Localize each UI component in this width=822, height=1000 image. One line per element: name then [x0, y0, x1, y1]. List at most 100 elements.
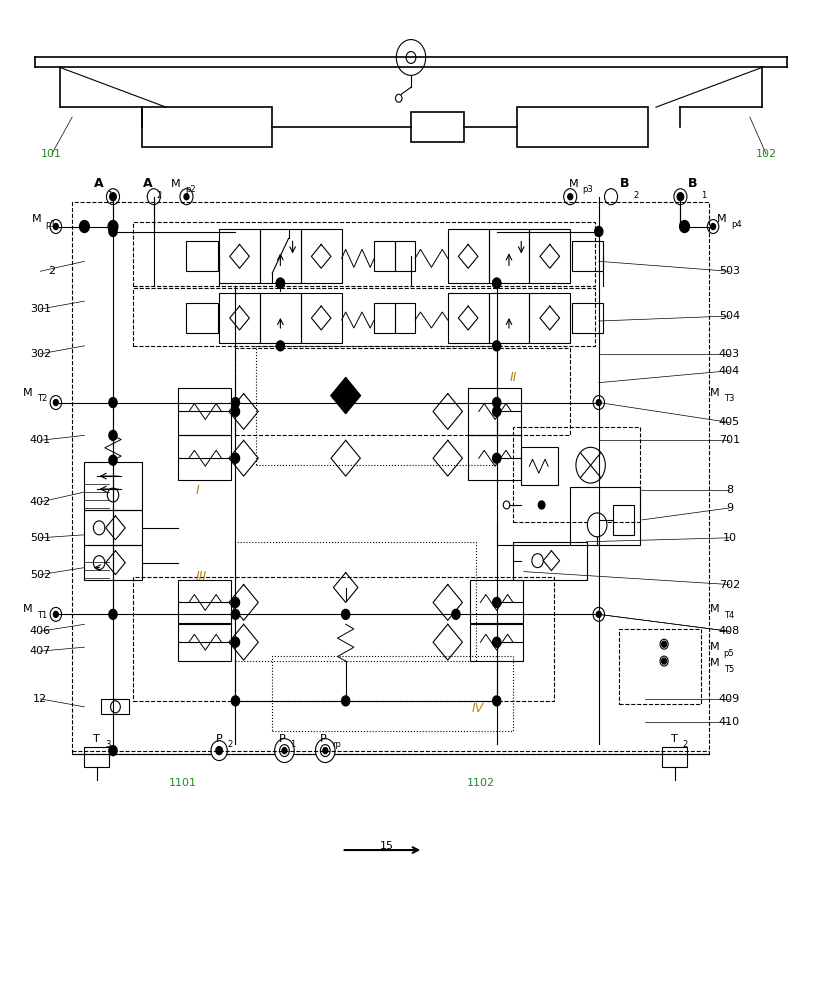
Text: 402: 402 — [30, 497, 51, 507]
Bar — [256, 346, 496, 465]
Bar — [613, 505, 634, 535]
Circle shape — [604, 189, 617, 205]
Circle shape — [316, 739, 335, 763]
Text: M: M — [710, 604, 719, 614]
Circle shape — [231, 597, 239, 607]
Text: 501: 501 — [30, 533, 51, 543]
Circle shape — [53, 224, 58, 230]
Bar — [572, 303, 603, 333]
Bar — [178, 435, 231, 480]
Circle shape — [53, 400, 58, 406]
Bar — [187, 241, 218, 271]
Text: 407: 407 — [30, 646, 51, 656]
Circle shape — [396, 40, 426, 75]
Text: 1: 1 — [290, 740, 295, 749]
Text: p3: p3 — [583, 185, 593, 194]
Text: p4: p4 — [731, 220, 741, 229]
Bar — [301, 229, 342, 283]
Text: 2: 2 — [48, 266, 55, 276]
Circle shape — [323, 748, 328, 754]
Circle shape — [593, 607, 604, 621]
Bar — [260, 229, 301, 283]
Text: 701: 701 — [719, 435, 740, 445]
Circle shape — [492, 453, 501, 463]
Circle shape — [107, 189, 119, 205]
Circle shape — [406, 52, 416, 63]
Bar — [72, 202, 709, 754]
Circle shape — [276, 341, 284, 351]
Circle shape — [660, 639, 668, 649]
Text: M: M — [710, 642, 719, 652]
Circle shape — [576, 447, 605, 483]
Circle shape — [279, 745, 289, 757]
Text: 1102: 1102 — [466, 778, 495, 788]
Text: 403: 403 — [719, 349, 740, 359]
Circle shape — [109, 398, 117, 408]
Circle shape — [532, 554, 543, 568]
Circle shape — [452, 609, 460, 619]
Bar — [470, 580, 523, 624]
Circle shape — [596, 611, 601, 617]
Circle shape — [492, 341, 501, 351]
Circle shape — [275, 739, 294, 763]
Bar — [85, 510, 141, 545]
Circle shape — [50, 607, 62, 621]
Bar — [395, 241, 415, 271]
Text: rp: rp — [332, 740, 340, 749]
Circle shape — [711, 224, 715, 230]
Circle shape — [321, 745, 330, 757]
Bar — [395, 303, 415, 333]
Circle shape — [342, 609, 350, 619]
Bar — [619, 629, 701, 704]
Circle shape — [109, 455, 117, 465]
Text: I: I — [195, 484, 199, 497]
Circle shape — [282, 748, 287, 754]
Text: p5: p5 — [723, 649, 734, 658]
Text: B: B — [620, 177, 630, 190]
Bar — [488, 293, 529, 343]
Circle shape — [596, 400, 601, 406]
Bar — [133, 577, 554, 701]
Circle shape — [492, 696, 501, 706]
Text: A: A — [95, 177, 104, 190]
Circle shape — [211, 741, 228, 761]
Circle shape — [50, 396, 62, 410]
Circle shape — [538, 501, 545, 509]
Circle shape — [231, 398, 239, 408]
Text: 8: 8 — [726, 485, 733, 495]
Circle shape — [342, 696, 350, 706]
Text: 2: 2 — [228, 740, 233, 749]
Text: 9: 9 — [726, 503, 733, 513]
Circle shape — [677, 193, 684, 201]
Text: M: M — [31, 214, 41, 224]
Bar — [85, 747, 109, 767]
Text: 504: 504 — [719, 311, 740, 321]
Bar — [517, 107, 648, 147]
Circle shape — [231, 637, 239, 647]
Circle shape — [231, 453, 239, 463]
Circle shape — [594, 227, 603, 236]
Circle shape — [231, 609, 239, 619]
Text: 12: 12 — [33, 694, 48, 704]
Bar — [469, 435, 521, 480]
Text: P: P — [279, 734, 285, 744]
Circle shape — [674, 189, 687, 205]
Text: 1: 1 — [107, 191, 113, 200]
Text: 10: 10 — [723, 533, 737, 543]
Circle shape — [568, 194, 573, 200]
Text: T: T — [93, 734, 100, 744]
Text: IV: IV — [472, 702, 484, 715]
Circle shape — [80, 221, 90, 232]
Text: P: P — [215, 734, 223, 744]
Text: T2: T2 — [37, 394, 48, 403]
Bar — [85, 462, 141, 510]
Bar — [374, 303, 395, 333]
Circle shape — [147, 189, 160, 205]
Circle shape — [492, 278, 501, 288]
Text: 302: 302 — [30, 349, 51, 359]
Circle shape — [216, 747, 223, 755]
Circle shape — [564, 189, 577, 205]
Text: T: T — [671, 734, 677, 744]
Bar — [521, 447, 558, 485]
Text: 15: 15 — [380, 841, 394, 851]
